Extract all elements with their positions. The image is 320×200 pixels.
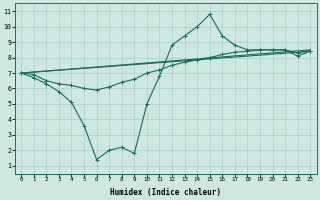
X-axis label: Humidex (Indice chaleur): Humidex (Indice chaleur): [110, 188, 221, 197]
